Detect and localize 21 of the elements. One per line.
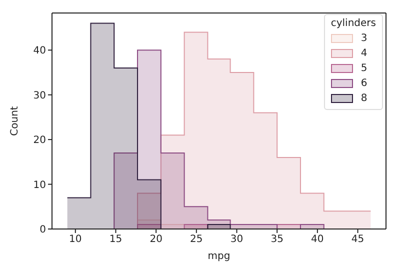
y-tick-label: 10 <box>33 180 46 191</box>
y-tick-label: 30 <box>33 90 46 102</box>
x-tick-label: 45 <box>351 234 364 246</box>
legend-label: 5 <box>360 63 368 74</box>
y-tick-label: 40 <box>33 46 46 57</box>
legend-label: 6 <box>360 78 368 89</box>
legend-label: 4 <box>360 48 368 59</box>
x-tick-label: 10 <box>69 234 82 246</box>
legend-label: 3 <box>360 33 368 44</box>
x-axis-title: mpg <box>208 251 230 262</box>
y-tick-label: 20 <box>33 135 46 146</box>
legend-title: cylinders <box>330 18 376 29</box>
x-tick-label: 15 <box>109 234 122 246</box>
y-tick-label: 0 <box>40 224 46 236</box>
x-tick-label: 40 <box>311 234 324 246</box>
x-tick-label: 20 <box>150 234 162 246</box>
x-tick-label: 35 <box>270 234 284 246</box>
x-tick-label: 25 <box>190 234 203 246</box>
legend-label: 8 <box>360 93 368 104</box>
y-axis-title: Count <box>10 106 21 136</box>
x-tick-label: 30 <box>230 234 244 246</box>
